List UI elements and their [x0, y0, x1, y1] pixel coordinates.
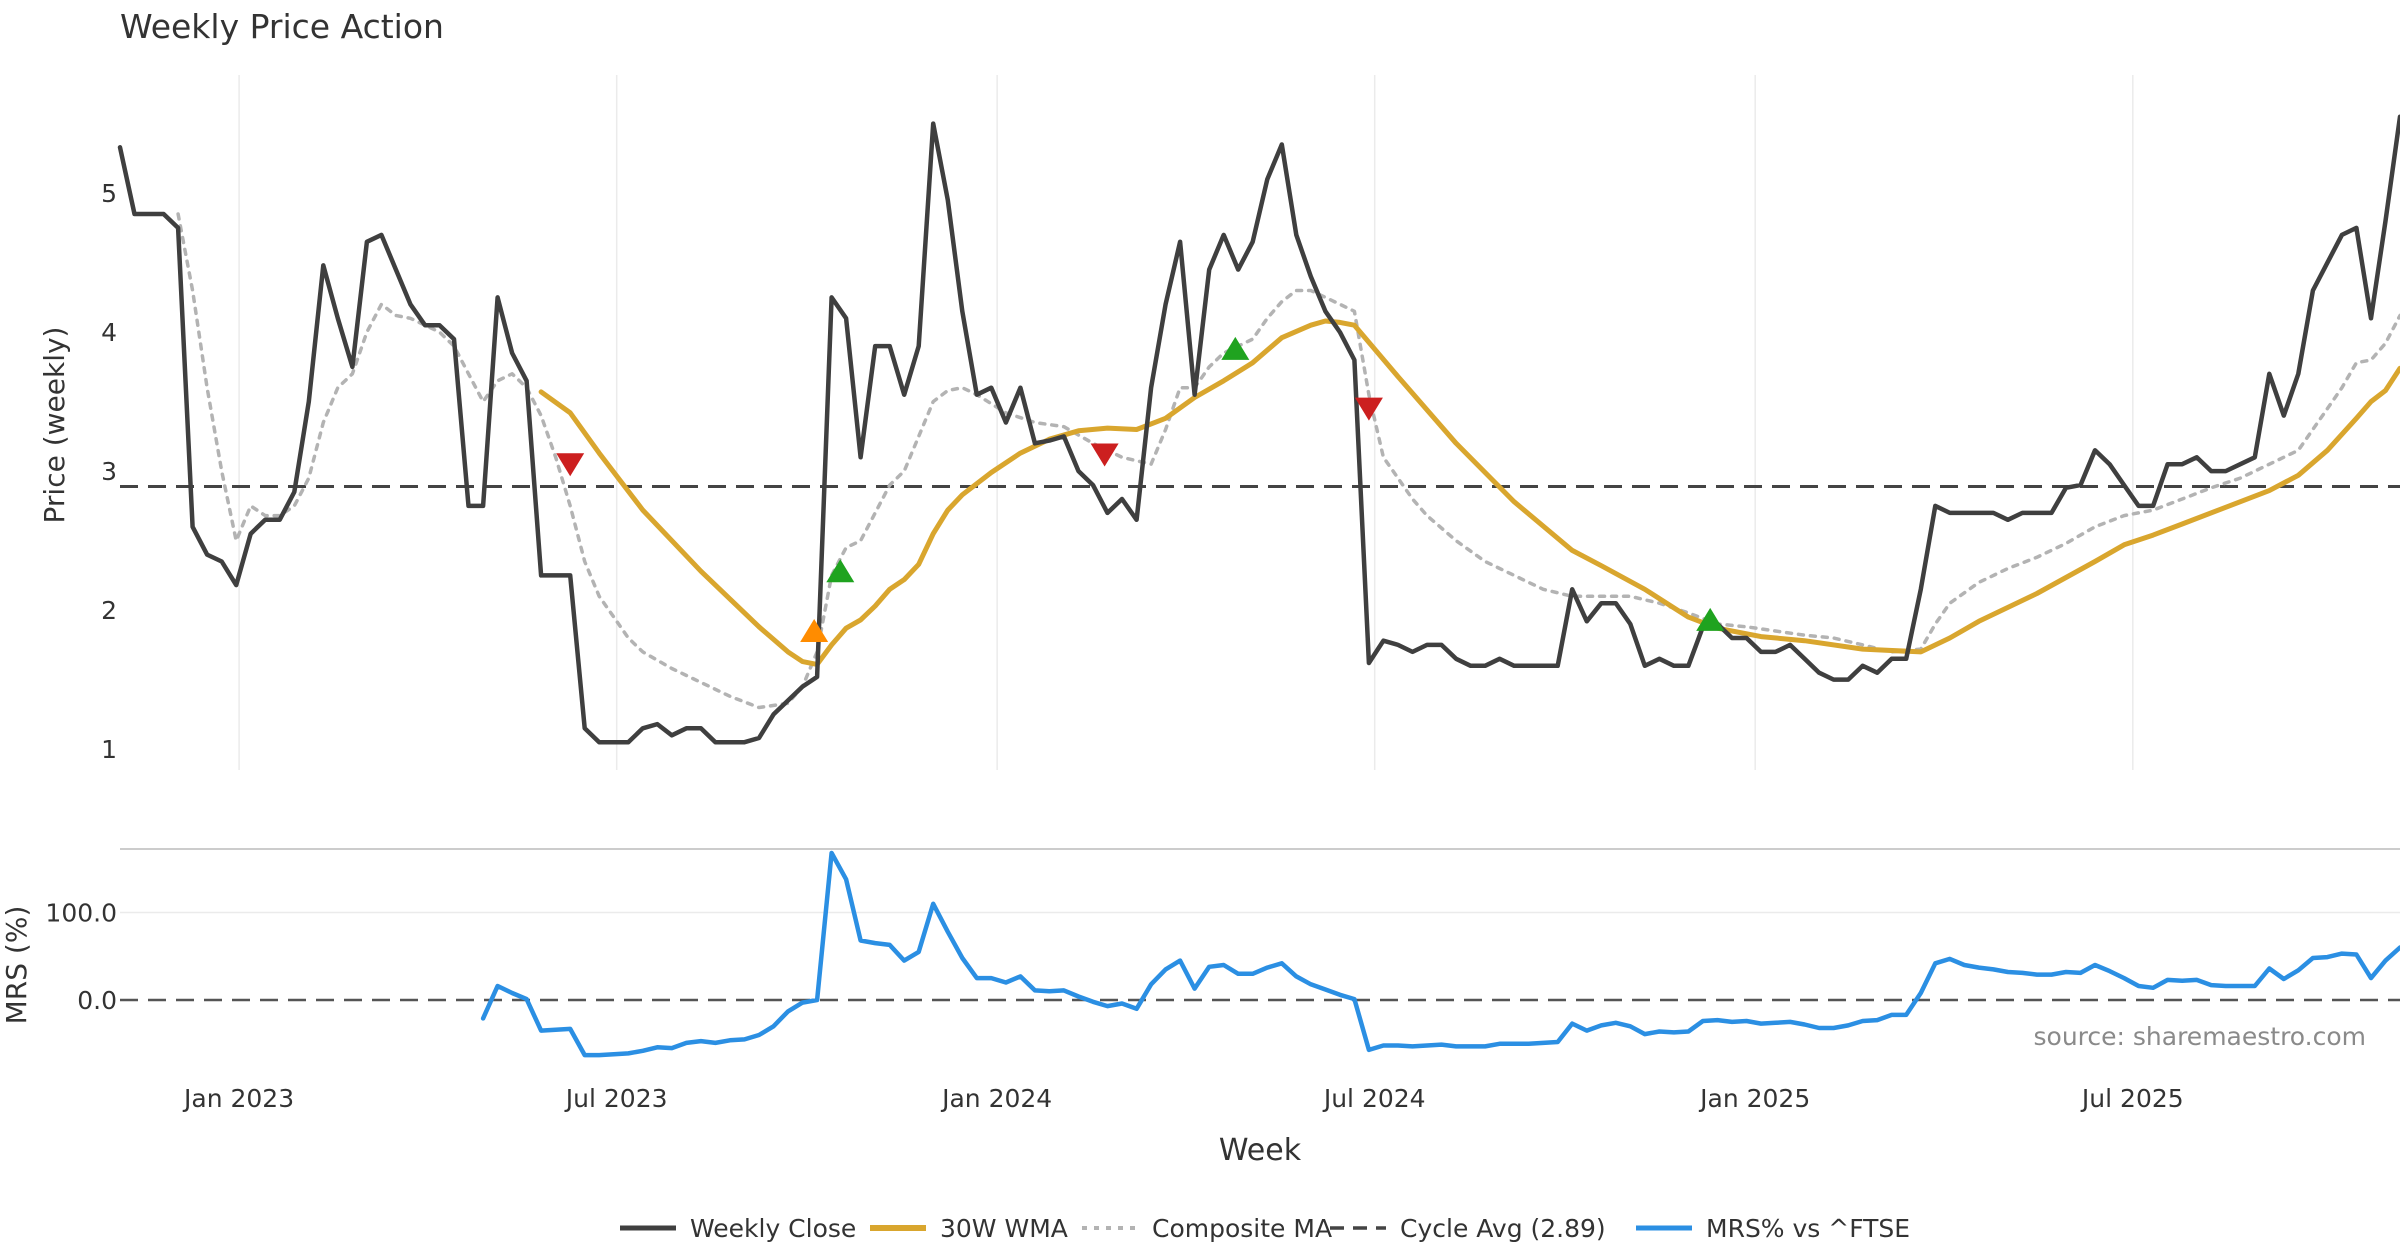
buy-signal-marker	[800, 619, 829, 642]
sell-signal-marker	[556, 453, 585, 477]
price-y-tick-label: 2	[101, 596, 117, 625]
legend-label: Composite MA	[1152, 1214, 1332, 1243]
x-tick-label: Jan 2025	[1698, 1084, 1810, 1113]
legend-label: 30W WMA	[940, 1214, 1068, 1243]
x-tick-label: Jan 2024	[940, 1084, 1052, 1113]
legend-label: Weekly Close	[690, 1214, 856, 1243]
price-y-tick-label: 3	[101, 457, 117, 486]
x-axis-label: Week	[1219, 1133, 1302, 1168]
legend-label: Cycle Avg (2.89)	[1400, 1214, 1606, 1243]
x-tick-label: Jul 2025	[2080, 1084, 2184, 1113]
mrs-y-axis-label: MRS (%)	[0, 906, 33, 1025]
price-y-tick-label: 5	[101, 179, 117, 208]
chart-title: Weekly Price Action	[120, 7, 444, 46]
wma-30w-line	[538, 318, 2400, 667]
price-y-ticks: 1 2 3 4 5	[101, 179, 117, 764]
weekly-close-line	[117, 114, 2400, 745]
x-tick-label: Jul 2024	[1322, 1084, 1426, 1113]
x-tick-label: Jan 2023	[182, 1084, 294, 1113]
buy-signal-marker	[826, 559, 855, 583]
price-y-tick-label: 1	[101, 735, 117, 764]
mrs-line	[480, 850, 2400, 1058]
mrs-lines	[480, 850, 2400, 1058]
mrs-y-tick-label: 100.0	[45, 899, 117, 928]
price-y-axis-label: Price (weekly)	[38, 327, 71, 524]
mrs-grid	[120, 911, 2400, 1002]
buy-signal-marker	[1221, 336, 1250, 360]
price-grid	[120, 75, 2400, 770]
legend-label: MRS% vs ^FTSE	[1706, 1214, 1910, 1243]
x-tick-label: Jul 2023	[564, 1084, 668, 1113]
source-annotation: source: sharemaestro.com	[2034, 1022, 2367, 1051]
signal-markers	[556, 336, 1725, 642]
mrs-y-ticks: 0.0 100.0	[45, 899, 117, 1016]
legend: Weekly Close 30W WMA Composite MA Cycle Avg…	[620, 1214, 1910, 1243]
sell-signal-marker	[1354, 397, 1383, 421]
price-lines	[117, 114, 2400, 745]
mrs-y-tick-label: 0.0	[77, 986, 117, 1015]
sell-signal-marker	[1090, 443, 1119, 467]
composite-ma-line	[176, 212, 2400, 710]
price-y-tick-label: 4	[101, 318, 117, 347]
x-ticks: Jan 2023 Jul 2023 Jan 2024 Jul 2024 Jan 2025…	[182, 1084, 2184, 1113]
buy-signal-marker	[1696, 607, 1725, 631]
